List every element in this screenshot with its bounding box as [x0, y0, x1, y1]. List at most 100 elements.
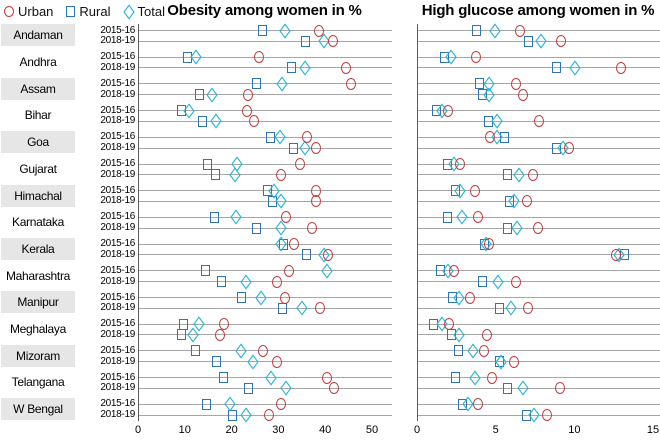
marker-urban-mizoram-2018-19 — [508, 355, 519, 368]
marker-total-goa-2015-16 — [274, 129, 286, 145]
marker-urban-w-bengal-2015-16 — [275, 398, 286, 411]
gridline — [418, 387, 660, 389]
marker-rural-mizoram-2018-19 — [211, 356, 221, 368]
gridline — [418, 83, 660, 85]
state-label-meghalaya: Meghalaya — [1, 318, 75, 341]
marker-rural-himachal-2018-19 — [268, 195, 278, 207]
x-tick-label: 0 — [134, 424, 142, 436]
marker-urban-goa-2015-16 — [302, 131, 313, 144]
year-label: 2018-19 — [100, 355, 135, 367]
marker-total-mizoram-2015-16 — [234, 343, 247, 359]
gridline — [418, 30, 660, 31]
square-icon — [66, 6, 76, 17]
x-tick-label: 10 — [178, 424, 191, 436]
left-chart-title: Obesity among women in % — [167, 2, 362, 19]
year-label: 2018-19 — [100, 328, 135, 340]
marker-rural-mizoram-2018-19 — [495, 356, 505, 368]
marker-urban-assam-2015-16 — [346, 77, 356, 90]
legend-label: Total — [137, 4, 165, 19]
year-label: 2015-16 — [100, 24, 135, 36]
marker-rural-andhra-2015-16 — [440, 51, 450, 63]
gridline — [139, 254, 392, 256]
gridline — [139, 297, 392, 298]
x-tick-label: 40 — [319, 424, 332, 436]
year-label: 2018-19 — [100, 115, 135, 127]
year-label: 2015-16 — [100, 51, 135, 63]
gridline — [139, 67, 392, 69]
state-label-andhra: Andhra — [1, 51, 75, 74]
marker-rural-himachal-2018-19 — [504, 195, 514, 207]
marker-urban-goa-2018-19 — [311, 142, 322, 154]
marker-rural-goa-2018-19 — [288, 142, 298, 154]
marker-rural-w-bengal-2015-16 — [457, 398, 467, 410]
marker-rural-karnataka-2018-19 — [503, 222, 513, 234]
marker-rural-telangana-2015-16 — [219, 372, 229, 384]
marker-rural-meghalaya-2018-19 — [176, 329, 186, 341]
marker-total-gujarat-2018-19 — [229, 167, 241, 183]
marker-urban-meghalaya-2018-19 — [215, 328, 226, 341]
marker-total-assam-2018-19 — [206, 86, 218, 103]
marker-rural-w-bengal-2018-19 — [228, 409, 238, 421]
marker-total-telangana-2018-19 — [517, 380, 530, 396]
marker-urban-w-bengal-2018-19 — [542, 409, 552, 421]
marker-urban-andaman-2018-19 — [556, 35, 567, 48]
gridline — [418, 216, 660, 218]
marker-urban-karnataka-2018-19 — [532, 222, 543, 235]
marker-total-andaman-2018-19 — [535, 33, 547, 49]
gridline — [418, 361, 660, 363]
diamond-icon — [122, 3, 135, 20]
marker-rural-mizoram-2015-16 — [454, 345, 464, 357]
gridline — [418, 403, 660, 405]
marker-rural-himachal-2015-16 — [451, 185, 461, 197]
marker-urban-bihar-2018-19 — [534, 115, 545, 128]
state-label-maharashtra: Maharashtra — [1, 264, 75, 287]
gridline — [418, 174, 660, 176]
legend: Urban Rural Total — [4, 3, 165, 20]
marker-urban-gujarat-2018-19 — [527, 168, 538, 181]
circle-icon — [4, 6, 14, 17]
marker-total-andhra-2018-19 — [569, 60, 581, 76]
marker-urban-bihar-2015-16 — [242, 104, 253, 117]
year-label: 2018-19 — [100, 142, 135, 153]
gridline — [139, 377, 392, 379]
year-label: 2015-16 — [100, 291, 135, 303]
state-label-andaman: Andaman — [1, 24, 75, 47]
marker-rural-telangana-2015-16 — [451, 372, 461, 384]
gridline — [418, 200, 660, 202]
gridline — [418, 334, 660, 336]
year-label: 2015-16 — [100, 211, 135, 223]
marker-rural-maharashtra-2015-16 — [201, 265, 211, 277]
gridline — [418, 147, 660, 149]
x-tick-label: 50 — [365, 424, 379, 436]
legend-label: Rural — [79, 4, 111, 19]
marker-urban-karnataka-2015-16 — [472, 211, 483, 224]
gridline — [139, 227, 392, 229]
marker-rural-karnataka-2015-16 — [209, 211, 219, 223]
gridline — [139, 361, 392, 363]
marker-rural-goa-2015-16 — [500, 131, 510, 143]
marker-urban-kerala-2018-19 — [322, 248, 333, 261]
marker-rural-telangana-2018-19 — [503, 382, 513, 394]
gridline — [139, 147, 392, 149]
marker-urban-andaman-2015-16 — [314, 24, 325, 37]
gridline — [418, 297, 660, 298]
gridline — [139, 200, 392, 202]
year-label: 2015-16 — [100, 104, 135, 116]
year-label: 2018-19 — [100, 88, 135, 100]
obesity-chart-plot-area — [138, 22, 392, 423]
marker-total-w-bengal-2018-19 — [240, 407, 252, 423]
marker-urban-telangana-2015-16 — [486, 371, 497, 384]
year-label: 2018-19 — [100, 248, 135, 260]
marker-urban-gujarat-2015-16 — [294, 158, 305, 170]
year-label: 2015-16 — [100, 238, 135, 250]
x-tick-label: 0 — [413, 424, 421, 436]
marker-urban-kerala-2015-16 — [289, 238, 300, 251]
marker-urban-andhra-2015-16 — [471, 51, 482, 64]
gridline — [139, 40, 392, 42]
state-label-manipur: Manipur — [1, 291, 75, 314]
marker-rural-andaman-2015-16 — [258, 25, 268, 36]
gridline — [139, 403, 392, 405]
marker-total-telangana-2015-16 — [265, 369, 277, 386]
marker-total-karnataka-2015-16 — [456, 209, 468, 226]
